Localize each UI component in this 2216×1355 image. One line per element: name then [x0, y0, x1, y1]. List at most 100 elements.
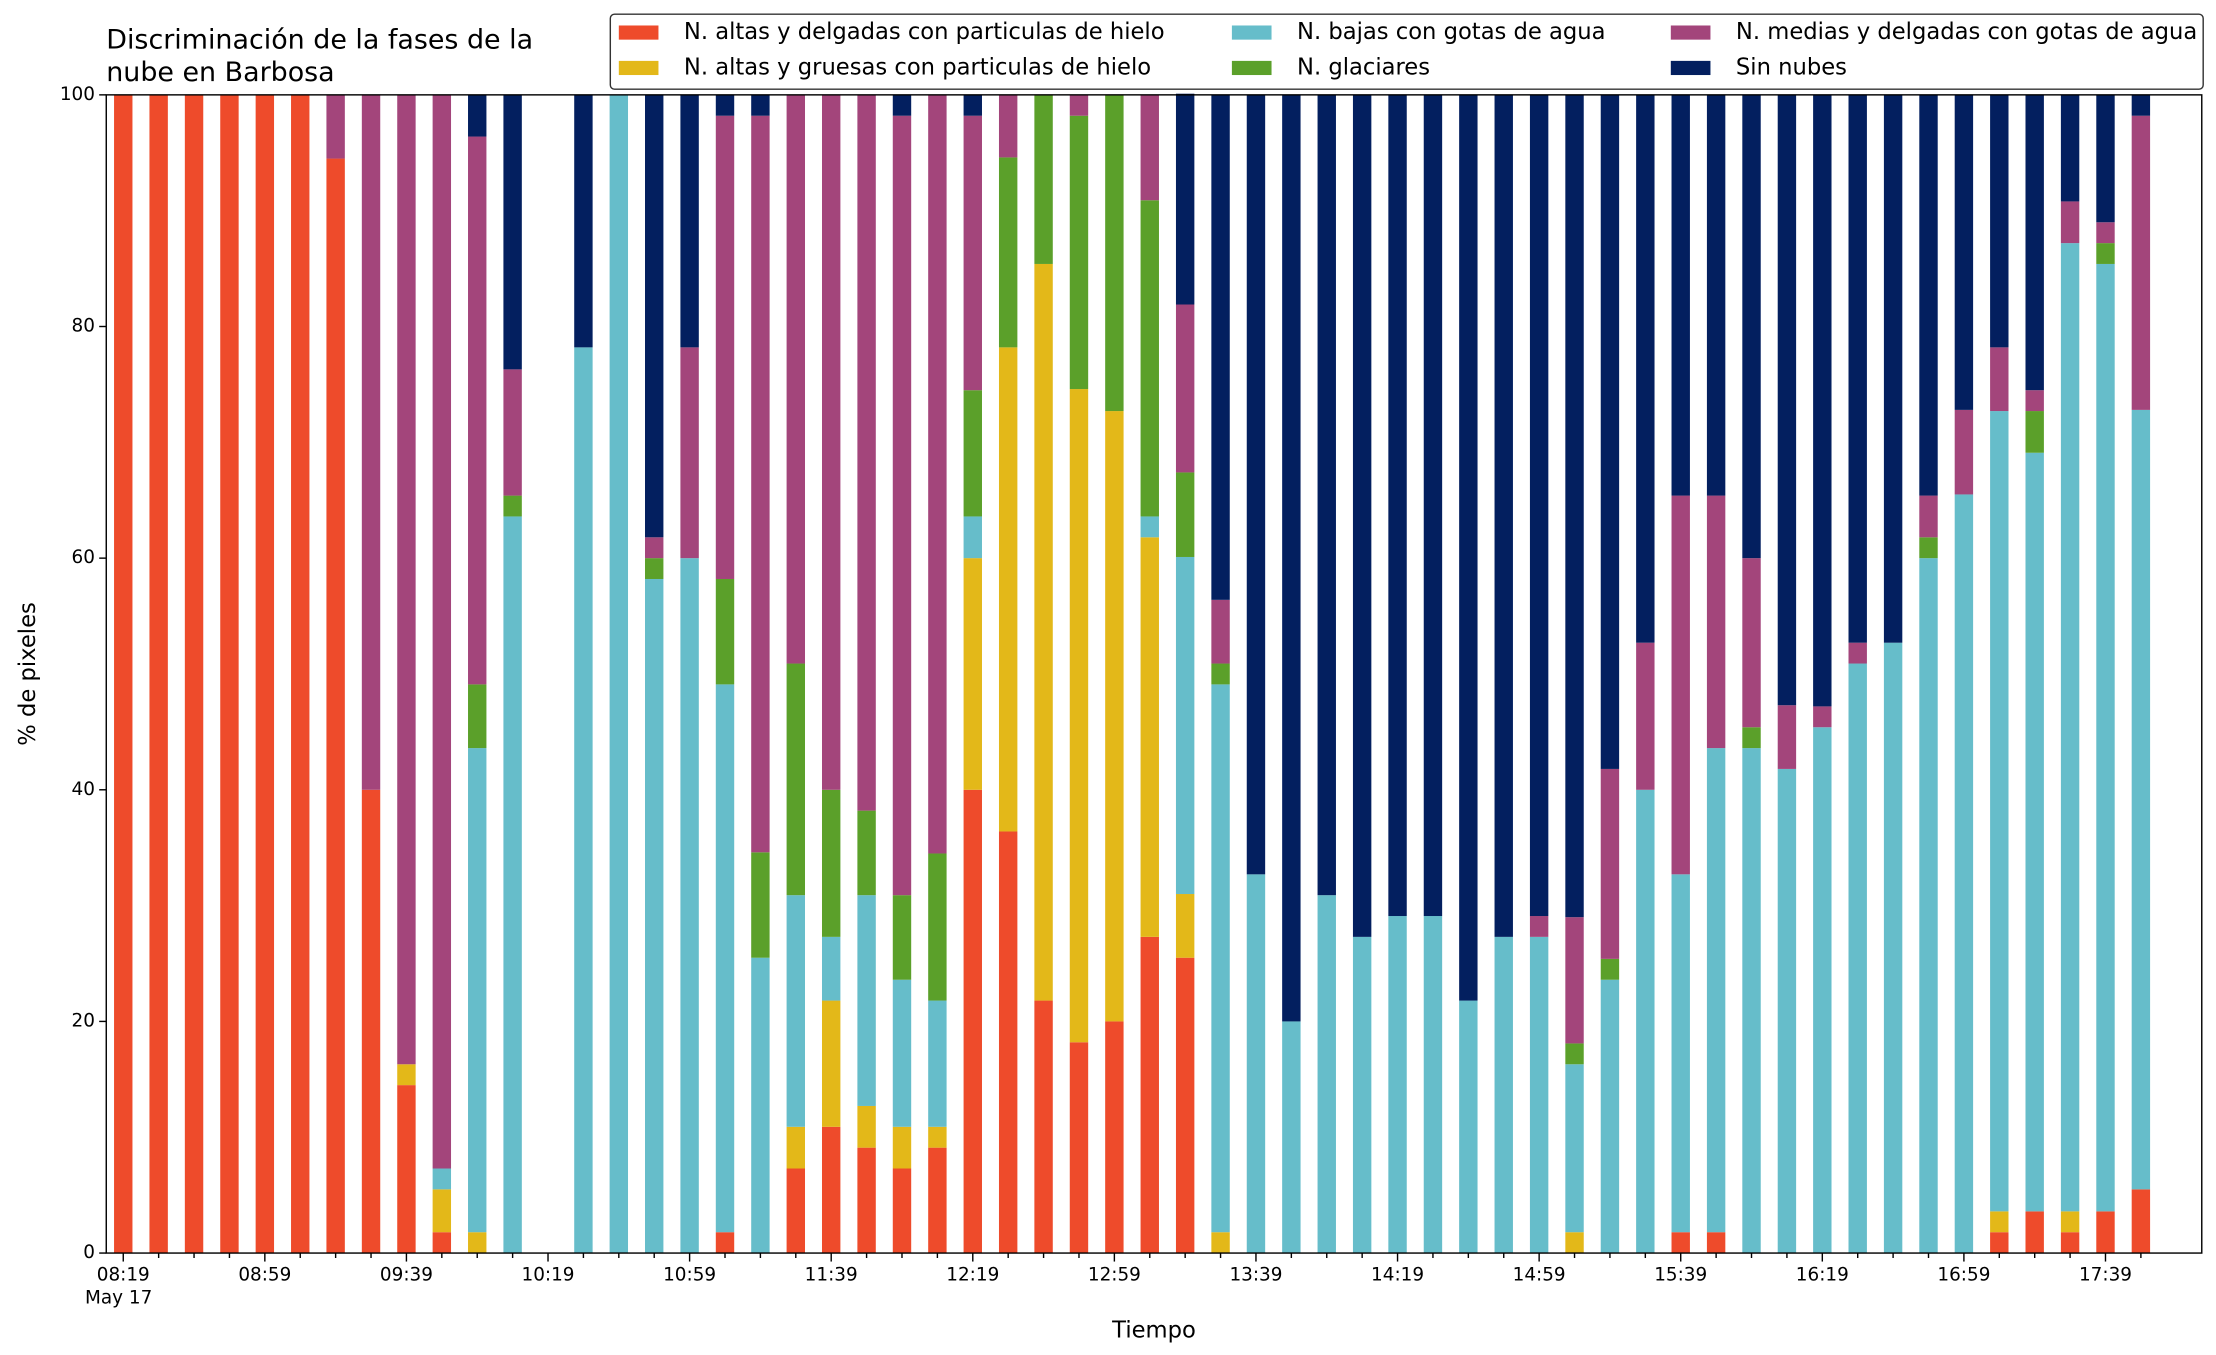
bar-segment [1034, 94, 1053, 264]
bar-segment [751, 852, 770, 958]
bar-segment [1282, 94, 1301, 1022]
bar-segment [609, 94, 629, 1254]
bar-segment [786, 1168, 806, 1254]
bar-segment [1954, 94, 1974, 410]
bar-segment [1990, 347, 2009, 412]
bar-segment [821, 936, 841, 1001]
bar-segment [645, 94, 664, 538]
bar-segment [503, 495, 522, 517]
bar-segment [1600, 958, 1620, 980]
bar-segment [857, 810, 876, 896]
bar-segment [1636, 789, 1655, 1254]
y-tick-label: 40 [72, 779, 95, 800]
bar-segment [1777, 94, 1797, 706]
x-tick-label: 12:19 [946, 1265, 999, 1286]
bar-segment [2060, 1211, 2080, 1233]
bar-segment [963, 516, 982, 559]
y-tick-label: 100 [60, 84, 95, 105]
bar-segment [2131, 409, 2151, 1190]
x-tick-label: 17:39 [2079, 1265, 2132, 1286]
legend-swatch [618, 25, 659, 40]
bar-segment [1211, 663, 1230, 685]
bar-segment [786, 94, 806, 664]
bar-segment [963, 94, 982, 116]
bar-segment [892, 1126, 912, 1169]
bar-segment [1069, 1042, 1089, 1254]
bar-segment [1600, 94, 1620, 769]
bar-segment [715, 578, 735, 685]
bar-segment [1883, 642, 1903, 1254]
bar-segment [574, 94, 593, 348]
bar-segment [1671, 94, 1690, 496]
bar-segment [1636, 642, 1655, 790]
bar-segment [1919, 558, 1938, 1254]
bar-segment [1317, 94, 1336, 896]
bar-segment [1671, 1232, 1690, 1254]
bar-segment [1565, 917, 1584, 1044]
bar-segment [786, 1126, 806, 1169]
chart-title: Discriminación de la fases de la [106, 25, 533, 56]
x-tick-label: 08:59 [238, 1265, 291, 1286]
bar-segment [503, 369, 522, 496]
bar-segment [503, 94, 522, 370]
bar-segment [998, 347, 1018, 832]
bar-segment [326, 94, 345, 159]
bar-segment [1140, 94, 1159, 201]
bar-segment [1600, 979, 1620, 1254]
bar-segment [1671, 495, 1690, 875]
bar-segment [892, 895, 912, 980]
bar-segment [1706, 748, 1726, 1233]
bar-segment [2131, 94, 2151, 116]
bar-segment [1990, 1211, 2009, 1233]
bar-segment [468, 94, 487, 137]
bar-segment [680, 558, 699, 1254]
x-tick-label: 16:59 [1937, 1265, 1990, 1286]
bar-segment [2060, 201, 2080, 244]
bar-segment [1954, 494, 1974, 1254]
bar-segment [715, 115, 735, 579]
bar-segment [645, 537, 664, 559]
bar-segment [468, 1232, 487, 1254]
bar-segment [1565, 1064, 1584, 1233]
bar-segment [680, 94, 699, 348]
x-tick-label: 10:19 [522, 1265, 575, 1286]
bar-segment [928, 1126, 947, 1148]
bar-segment [2131, 1189, 2151, 1254]
bar-segment [857, 895, 876, 1106]
bar-segment [645, 558, 664, 579]
bar-segment [1919, 537, 1938, 559]
bar-segment [821, 94, 841, 790]
bar-segment [1140, 516, 1159, 538]
bar-segment [114, 94, 133, 1254]
bar-segment [645, 578, 664, 1254]
bar-segment [1848, 663, 1867, 1254]
bar-segment [574, 347, 593, 1254]
bar-segment [715, 684, 735, 1233]
bar-segment [2025, 1211, 2044, 1254]
bar-segment [928, 94, 947, 854]
bar-segment [751, 115, 770, 853]
bar-segment [2060, 243, 2080, 1212]
bar-segment [963, 115, 982, 391]
bar-segment [361, 789, 381, 1254]
bar-segment [361, 94, 381, 790]
bar-segment [963, 789, 982, 1254]
bar-segment [1919, 495, 1938, 538]
bar-segment [1105, 94, 1124, 412]
bar-segment [1211, 1232, 1230, 1254]
legend-swatch [1231, 60, 1272, 76]
bar-segment [1211, 599, 1230, 664]
bar-segment [1352, 94, 1372, 937]
y-tick-label: 20 [72, 1010, 95, 1031]
legend-swatch [618, 60, 659, 76]
bar-segment [1848, 94, 1867, 643]
legend-label: N. altas y gruesas con particulas de hie… [684, 54, 1151, 80]
x-tick-label: 14:59 [1513, 1265, 1566, 1286]
bar-segment [892, 115, 912, 896]
bar-segment [1246, 94, 1266, 875]
bar-segment [1317, 895, 1336, 1254]
y-tick-label: 80 [72, 316, 95, 337]
bar-segment [928, 1147, 947, 1254]
y-tick-label: 0 [83, 1242, 95, 1263]
legend-label: N. glaciares [1297, 54, 1430, 80]
